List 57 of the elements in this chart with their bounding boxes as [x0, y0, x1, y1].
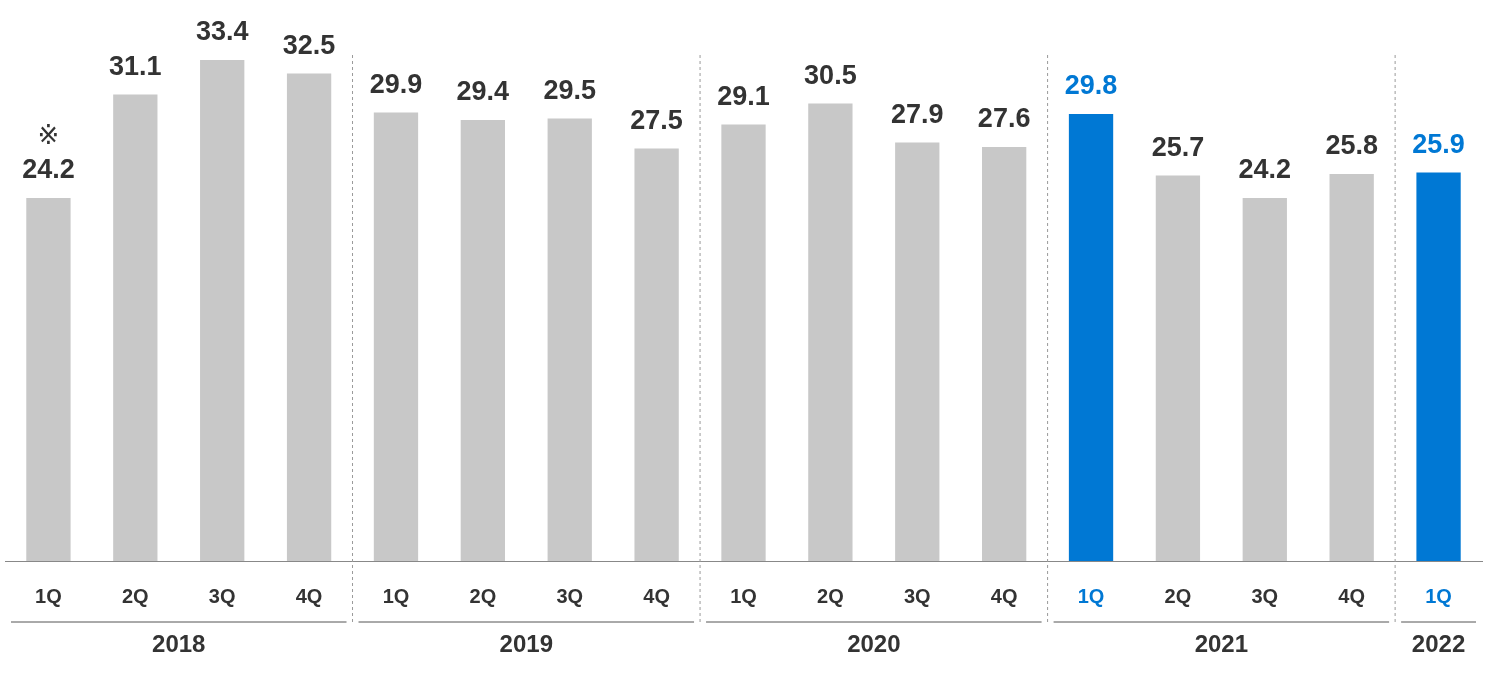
- bar: [634, 148, 679, 561]
- bar: [113, 94, 158, 561]
- data-label: 25.9: [1412, 128, 1465, 159]
- bar: [895, 142, 940, 561]
- x-tick-label: 3Q: [208, 584, 236, 607]
- data-label: 25.7: [1151, 131, 1205, 162]
- bar: [373, 112, 419, 561]
- x-tick-label: 4Q: [1338, 584, 1366, 607]
- data-label: 31.1: [109, 50, 162, 81]
- data-label: 29.5: [543, 74, 597, 105]
- x-tick-label: 2Q: [817, 584, 844, 607]
- x-tick-label: 4Q: [295, 584, 323, 607]
- bar: [1242, 198, 1287, 561]
- x-tick-label: 1Q: [35, 584, 62, 607]
- bar: [981, 147, 1027, 561]
- data-label: 30.5: [804, 59, 857, 90]
- text: 2019: [499, 629, 553, 657]
- data-label: 29.4: [456, 76, 510, 107]
- data-label: 27.5: [630, 104, 683, 135]
- x-tick-label: 1Q: [1077, 584, 1105, 607]
- data-label: 24.2: [22, 154, 75, 185]
- data-label: 27.9: [890, 98, 944, 129]
- data-label: 29.8: [1064, 70, 1118, 101]
- text: 2018: [152, 629, 206, 657]
- bar: [721, 124, 766, 561]
- x-tick-label: 3Q: [903, 584, 931, 607]
- data-label: 33.4: [195, 16, 249, 47]
- x-tick-label: 2Q: [121, 584, 149, 607]
- bar: [1416, 172, 1461, 561]
- annotation: ※: [37, 120, 60, 151]
- bar: [286, 73, 332, 561]
- x-tick-label: 1Q: [382, 584, 410, 607]
- bar: [1068, 114, 1114, 561]
- bar: [1329, 174, 1374, 561]
- text: 2021: [1194, 629, 1249, 657]
- text: 2020: [847, 629, 901, 657]
- x-tick-label: 2Q: [1164, 584, 1192, 607]
- bar: [808, 103, 853, 561]
- data-label: 25.8: [1325, 130, 1378, 161]
- data-label: 27.6: [977, 103, 1031, 134]
- bar: [1155, 175, 1201, 561]
- bar: [547, 118, 592, 561]
- x-tick-label: 4Q: [643, 584, 670, 607]
- x-tick-label: 2Q: [469, 584, 497, 607]
- x-tick-label: 3Q: [1251, 584, 1279, 607]
- text: 2022: [1411, 629, 1466, 657]
- x-tick-label: 1Q: [730, 584, 757, 607]
- data-label: 24.2: [1238, 154, 1292, 185]
- bar: [26, 198, 71, 561]
- bar: [200, 60, 245, 561]
- x-tick-label: 3Q: [556, 584, 584, 607]
- bar: [460, 120, 506, 561]
- data-label: 29.1: [717, 80, 770, 111]
- data-label: 32.5: [282, 29, 336, 60]
- x-tick-label: 1Q: [1425, 584, 1452, 607]
- data-label: 29.9: [369, 68, 423, 99]
- x-tick-label: 4Q: [990, 584, 1018, 607]
